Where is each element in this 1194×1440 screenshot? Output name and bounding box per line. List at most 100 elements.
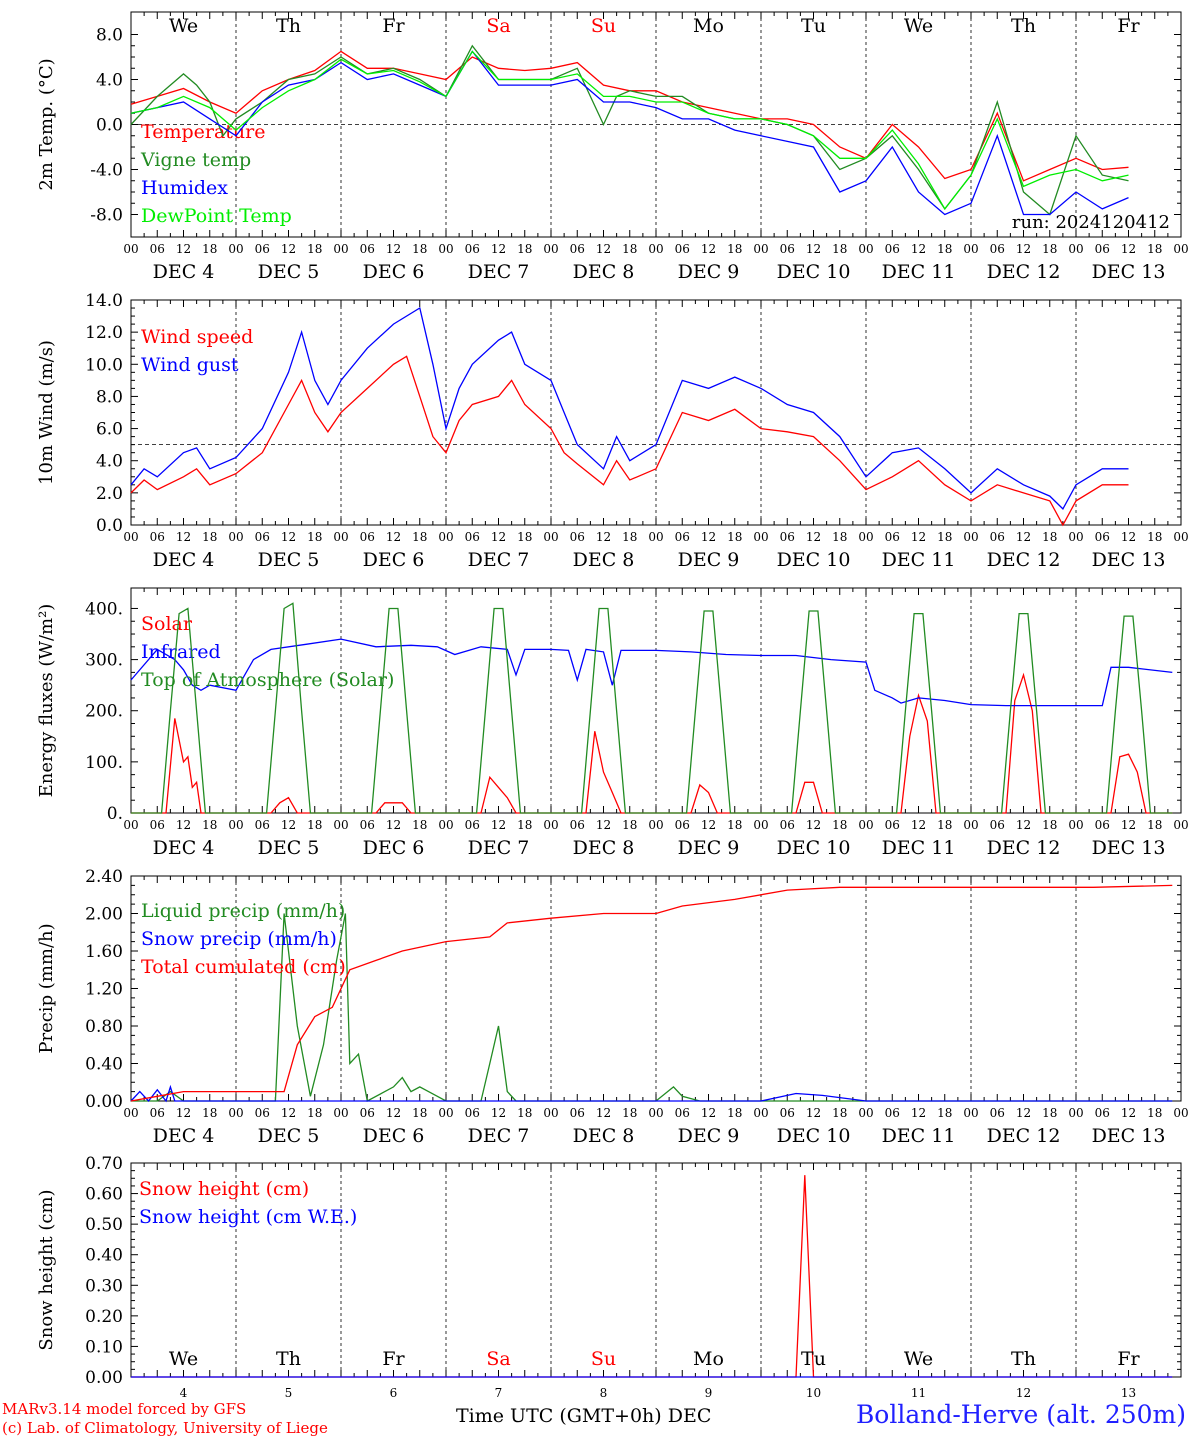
hour-tick-label: 18	[622, 818, 637, 832]
hour-tick-label: 18	[412, 530, 427, 544]
hour-tick-label: 12	[386, 818, 401, 832]
y-tick-label: 0.	[107, 804, 123, 824]
hour-tick-label: 00	[543, 530, 558, 544]
hour-tick-label: 06	[255, 1106, 270, 1120]
hour-tick-label: 06	[1095, 1106, 1110, 1120]
day-number: 4	[180, 1386, 188, 1400]
y-tick-label: -4.0	[90, 161, 123, 181]
hour-tick-label: 00	[543, 242, 558, 256]
hour-tick-label: 12	[176, 530, 191, 544]
y-tick-label: 0.70	[85, 1154, 123, 1174]
hour-tick-label: 06	[675, 530, 690, 544]
date-label: DEC 9	[678, 549, 740, 571]
hour-tick-label: 06	[150, 1106, 165, 1120]
legend-label: Top of Atmosphere (Solar)	[141, 669, 394, 691]
hour-tick-label: 00	[438, 242, 453, 256]
day-name-top: Sa	[486, 15, 510, 37]
series-liquid-precip-mm-h	[131, 913, 1173, 1102]
series-dewpoint-temp	[130, 50, 1129, 211]
hour-tick-label: 12	[491, 530, 506, 544]
hour-tick-label: 18	[517, 530, 532, 544]
hour-tick-label: 18	[1147, 530, 1162, 544]
date-label: DEC 6	[363, 261, 425, 283]
hour-tick-label: 18	[307, 818, 322, 832]
hour-tick-label: 06	[465, 1106, 480, 1120]
legend-label: Wind speed	[141, 326, 253, 348]
hour-tick-label: 18	[1042, 1106, 1057, 1120]
hour-tick-label: 12	[596, 242, 611, 256]
day-name-top: Fr	[382, 15, 405, 37]
hour-tick-label: 12	[1016, 242, 1031, 256]
date-label: DEC 12	[987, 261, 1061, 283]
plot-frame	[130, 587, 1182, 814]
y-axis-label: Snow height (cm)	[36, 1189, 57, 1350]
y-tick-label: 8.0	[96, 26, 123, 46]
day-name-bottom: We	[169, 1348, 198, 1370]
hour-tick-label: 00	[123, 1106, 138, 1120]
legend-label: Snow precip (mm/h)	[141, 928, 337, 950]
date-label: DEC 10	[777, 549, 851, 571]
hour-tick-label: 00	[648, 1106, 663, 1120]
y-tick-label: 0.30	[85, 1276, 123, 1296]
y-tick-label: 0.10	[85, 1337, 123, 1357]
hour-tick-label: 12	[911, 1106, 926, 1120]
hour-tick-label: 12	[176, 818, 191, 832]
hour-tick-label: 00	[123, 530, 138, 544]
hour-tick-label: 12	[1121, 1106, 1136, 1120]
hour-tick-label: 18	[1147, 818, 1162, 832]
y-tick-label: 14.0	[85, 291, 123, 311]
hour-tick-label: 12	[1016, 1106, 1031, 1120]
legend-label: Temperature	[141, 121, 265, 143]
date-label: DEC 7	[468, 837, 530, 859]
date-label: DEC 13	[1092, 261, 1166, 283]
y-tick-label: 0.00	[85, 1368, 123, 1388]
date-label: DEC 10	[777, 261, 851, 283]
hour-tick-label: 12	[281, 818, 296, 832]
hour-tick-label: 00	[438, 818, 453, 832]
hour-tick-label: 18	[937, 1106, 952, 1120]
hour-tick-label: 06	[150, 818, 165, 832]
hour-tick-label: 12	[911, 818, 926, 832]
hour-tick-label: 00	[858, 1106, 873, 1120]
hour-tick-label: 18	[412, 242, 427, 256]
hour-tick-label: 12	[1121, 818, 1136, 832]
hour-tick-label: 18	[1042, 530, 1057, 544]
legend-label: Humidex	[141, 177, 228, 199]
hour-tick-label: 12	[1016, 530, 1031, 544]
day-name-bottom: Fr	[382, 1348, 405, 1370]
y-tick-label: 2.00	[85, 905, 123, 925]
panel-4: 0.00 0.40 0.80 1.20 1.60 2.00 2.40 Precip (mm/h…	[36, 867, 1189, 1147]
hour-tick-label: 00	[333, 1106, 348, 1120]
hour-tick-label: 06	[885, 242, 900, 256]
plot-frame	[130, 299, 1182, 526]
hour-tick-label: 12	[596, 530, 611, 544]
hour-tick-label: 00	[753, 242, 768, 256]
series-wind-speed	[130, 355, 1129, 527]
date-label: DEC 12	[987, 837, 1061, 859]
hour-tick-label: 00	[438, 1106, 453, 1120]
credits-block: MARv3.14 model forced by GFS (c) Lab. of…	[2, 1400, 328, 1438]
y-tick-label: 0.20	[85, 1307, 123, 1327]
hour-tick-label: 18	[937, 818, 952, 832]
legend-label: DewPoint Temp	[141, 205, 292, 227]
hour-tick-label: 12	[491, 1106, 506, 1120]
date-label: DEC 7	[468, 549, 530, 571]
date-label: DEC 10	[777, 1125, 851, 1147]
y-tick-label: 1.20	[85, 980, 123, 1000]
hour-tick-label: 12	[281, 530, 296, 544]
hour-tick-label: 00	[1173, 242, 1188, 256]
hour-tick-label: 06	[780, 1106, 795, 1120]
hour-tick-label: 12	[281, 242, 296, 256]
hour-tick-label: 12	[1121, 242, 1136, 256]
date-label: DEC 10	[777, 837, 851, 859]
legend-label: Vigne temp	[140, 149, 251, 171]
date-label: DEC 11	[882, 549, 956, 571]
series-vigne-temp	[130, 44, 1129, 216]
hour-tick-label: 18	[1147, 242, 1162, 256]
hour-tick-label: 18	[202, 530, 217, 544]
y-tick-label: 12.0	[85, 323, 123, 343]
hour-tick-label: 06	[1095, 530, 1110, 544]
y-tick-label: 0.40	[85, 1246, 123, 1266]
date-label: DEC 9	[678, 261, 740, 283]
hour-tick-label: 00	[648, 530, 663, 544]
